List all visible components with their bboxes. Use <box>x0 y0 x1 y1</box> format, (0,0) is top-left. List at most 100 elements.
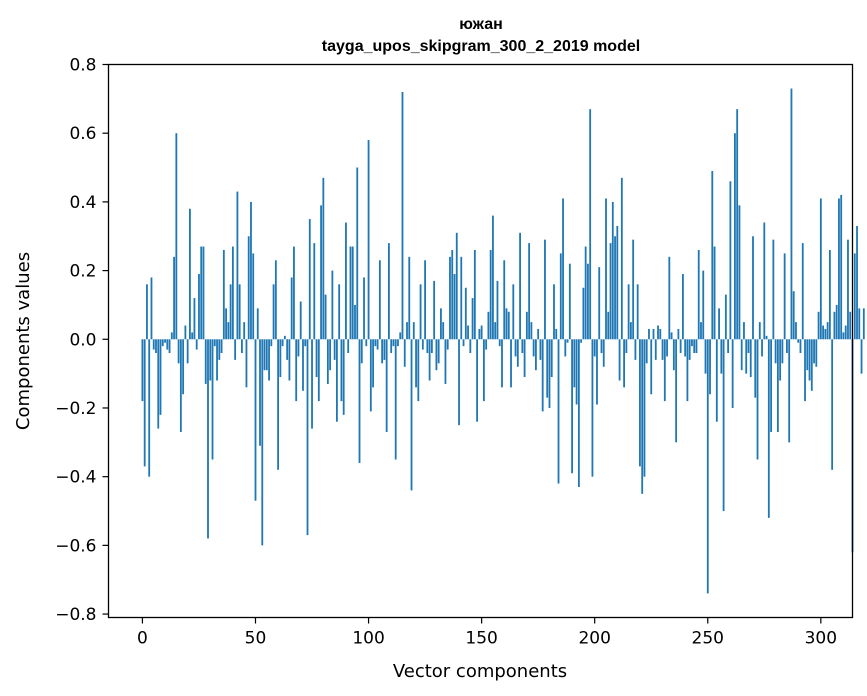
bar <box>426 339 429 354</box>
y-tick-label: 0.2 <box>69 262 96 282</box>
bar <box>779 339 782 381</box>
bar <box>797 339 800 343</box>
bar <box>320 205 322 340</box>
bar <box>501 339 503 388</box>
bar <box>562 198 564 340</box>
bar <box>686 339 689 402</box>
y-tick-label: 0.0 <box>69 330 96 350</box>
bar <box>265 339 268 371</box>
bar <box>804 339 806 402</box>
bar <box>152 339 155 350</box>
chart-title: южан <box>459 16 503 33</box>
x-tick-label: 250 <box>692 629 724 649</box>
bar <box>663 339 666 402</box>
bar <box>580 339 583 343</box>
bar <box>351 246 354 340</box>
bar <box>259 339 261 446</box>
bar <box>385 339 388 433</box>
bar <box>575 339 578 405</box>
bar <box>589 109 592 340</box>
bar <box>711 170 714 340</box>
bar <box>573 339 576 388</box>
bar <box>844 325 847 340</box>
bar <box>729 181 732 340</box>
bar <box>645 339 648 364</box>
bar <box>510 339 512 388</box>
bar <box>752 236 754 340</box>
bar <box>521 339 524 354</box>
bar <box>428 339 431 381</box>
bar <box>636 284 639 340</box>
bar <box>704 339 707 374</box>
bar <box>734 133 736 340</box>
bar <box>722 339 725 512</box>
x-tick-label: 150 <box>465 629 497 649</box>
bar <box>546 339 549 398</box>
bar <box>345 222 347 340</box>
bar <box>587 263 589 340</box>
bar <box>625 339 628 354</box>
bar <box>858 308 861 340</box>
bar <box>695 339 698 354</box>
bar <box>736 109 739 340</box>
bar <box>204 339 207 384</box>
x-axis-label: Vector components <box>393 661 567 682</box>
bar <box>609 243 612 340</box>
bar <box>238 284 241 340</box>
bar <box>356 167 359 340</box>
bar <box>684 339 687 357</box>
bar <box>324 294 327 340</box>
bar <box>243 322 246 340</box>
bar <box>367 140 370 340</box>
bar <box>661 339 664 360</box>
bar <box>544 239 546 340</box>
bar <box>535 339 537 371</box>
bar <box>596 339 598 405</box>
bar <box>444 339 447 384</box>
bar <box>548 339 551 408</box>
bar <box>397 339 399 347</box>
bar <box>600 339 603 354</box>
bar <box>720 339 723 374</box>
bar <box>498 339 501 347</box>
bar <box>634 339 637 360</box>
bar <box>738 205 741 340</box>
bar <box>458 339 460 426</box>
bar <box>566 339 569 343</box>
bar <box>408 256 411 340</box>
bar <box>826 322 829 340</box>
bar <box>430 339 433 354</box>
bar <box>442 322 445 340</box>
bar <box>349 246 352 340</box>
bar <box>693 339 696 354</box>
bar <box>415 339 417 388</box>
bar <box>675 339 678 443</box>
bar <box>788 339 791 443</box>
bar <box>369 339 372 412</box>
bar <box>383 339 386 360</box>
bar <box>824 328 827 340</box>
x-tick-label: 300 <box>805 629 837 649</box>
bar <box>856 225 858 340</box>
bar <box>166 339 169 350</box>
bar <box>772 239 775 340</box>
bar <box>799 339 802 354</box>
bar <box>731 339 734 408</box>
bar <box>322 177 325 340</box>
bar <box>666 339 668 357</box>
bar <box>801 243 804 340</box>
bar <box>446 339 449 350</box>
bar <box>677 328 680 340</box>
bar <box>627 284 630 340</box>
bar <box>170 332 173 340</box>
bar <box>835 304 838 340</box>
bar <box>492 215 494 340</box>
bar <box>485 339 488 350</box>
bar <box>392 339 395 347</box>
bar <box>279 339 282 378</box>
bar <box>202 246 205 340</box>
bar <box>605 198 607 340</box>
bar <box>331 270 334 340</box>
bar <box>283 335 286 340</box>
